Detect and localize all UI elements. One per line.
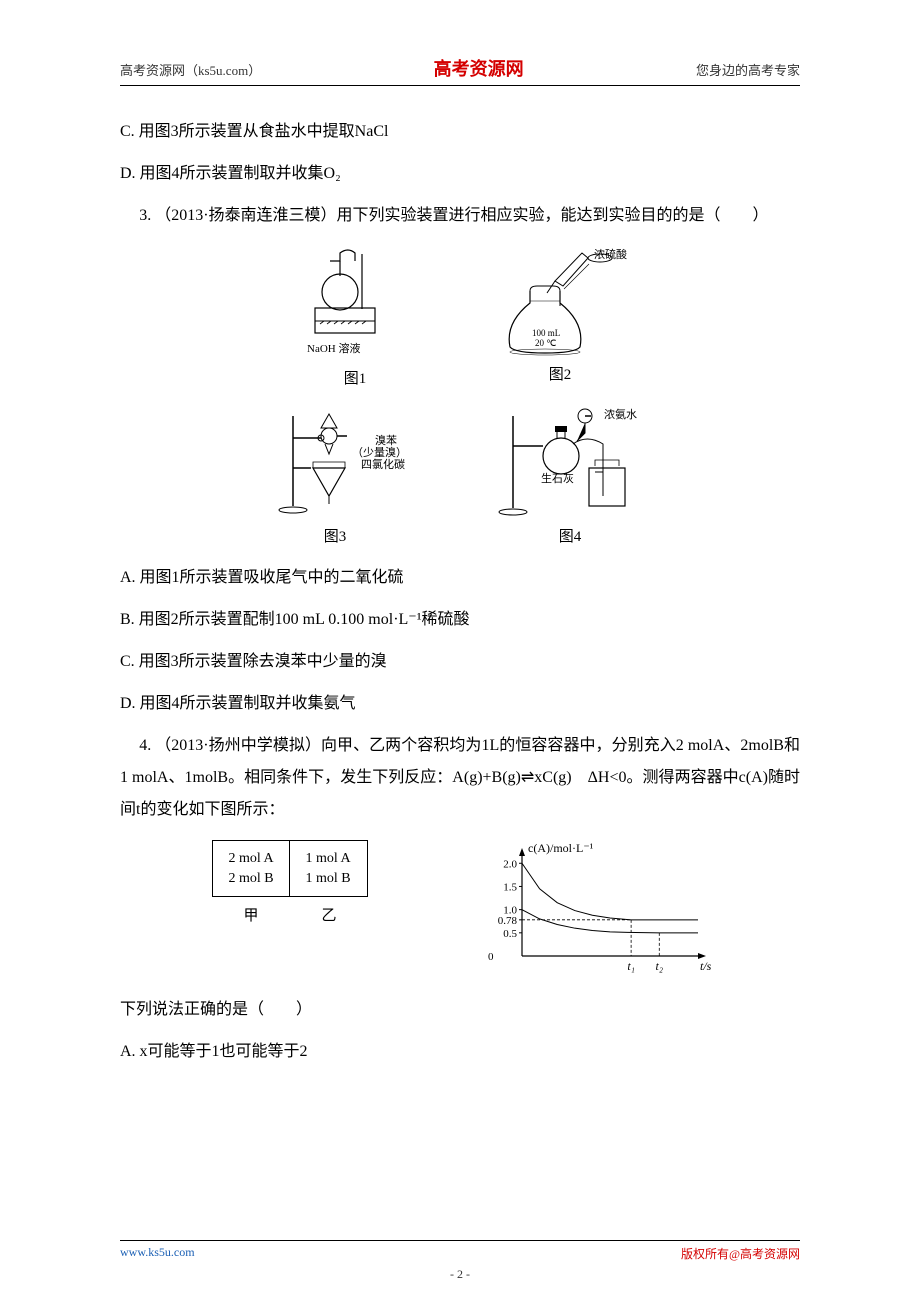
q3-fig4-annot-top: 浓氨水 bbox=[604, 404, 637, 426]
q3-fig4-annot-bottom: 生石灰 bbox=[541, 468, 574, 490]
q4-stem: 4. （2013·扬州中学模拟）向甲、乙两个容积均为1L的恒容容器中，分别充入2… bbox=[120, 730, 800, 826]
q4-yi-line1: 1 mol A bbox=[305, 849, 350, 869]
q4-option-a: A. x可能等于1也可能等于2 bbox=[120, 1036, 800, 1068]
q4-yi-line2: 1 mol B bbox=[305, 869, 350, 889]
q4-container-yi: 1 mol A 1 mol B bbox=[290, 841, 366, 896]
q3-stem: 3. （2013·扬泰南连淮三模）用下列实验装置进行相应实验，能达到实验目的的是… bbox=[120, 200, 800, 232]
q3-option-b: B. 用图2所示装置配制100 mL 0.100 mol·L⁻¹稀硫酸 bbox=[120, 604, 800, 636]
svg-text:2.0: 2.0 bbox=[503, 858, 517, 870]
q3-option-a: A. 用图1所示装置吸收尾气中的二氧化硫 bbox=[120, 562, 800, 594]
header-right-text: 您身边的高考专家 bbox=[696, 60, 800, 79]
footer-url: www.ks5u.com bbox=[120, 1245, 195, 1262]
q4-follow: 下列说法正确的是（ ） bbox=[120, 994, 800, 1026]
page-body: C. 用图3所示装置从食盐水中提取NaCl D. 用图4所示装置制取并收集O₂ … bbox=[120, 116, 800, 1068]
q3-option-c: C. 用图3所示装置除去溴苯中少量的溴 bbox=[120, 646, 800, 678]
q3-fig1: NaOH 溶液 图1 bbox=[295, 246, 415, 394]
q3-fig3-annot-bottom: 四氯化碳 bbox=[361, 454, 405, 476]
footer-copyright: 版权所有@高考资源网 bbox=[681, 1245, 800, 1262]
header-center-title: 高考资源网 bbox=[434, 55, 524, 81]
q3-fig1-svg bbox=[300, 246, 410, 346]
q3-fig2: 浓硫酸 100 mL 20 ℃ 图2 bbox=[495, 246, 625, 394]
q3-fig3: 溴苯 （少量溴） 四氯化碳 图3 bbox=[265, 408, 405, 552]
q3-fig1-caption: 图1 bbox=[295, 364, 415, 394]
svg-text:c(A)/mol·L⁻¹: c(A)/mol·L⁻¹ bbox=[528, 841, 594, 855]
q4-yi-label: 乙 bbox=[290, 901, 368, 931]
q3-option-d: D. 用图4所示装置制取并收集氨气 bbox=[120, 688, 800, 720]
q4-container-jia: 2 mol A 2 mol B bbox=[213, 841, 289, 896]
page-footer: www.ks5u.com 版权所有@高考资源网 bbox=[120, 1240, 800, 1262]
header-left-text: 高考资源网（ks5u.com） bbox=[120, 60, 261, 79]
q4-graph-svg: 0.50.781.01.52.00c(A)/mol·L⁻¹t/st₁t₂ bbox=[478, 840, 708, 980]
svg-text:t/s: t/s bbox=[700, 959, 712, 973]
page-header: 高考资源网（ks5u.com） 高考资源网 您身边的高考专家 bbox=[120, 55, 800, 86]
svg-text:0.5: 0.5 bbox=[503, 928, 517, 940]
page-number: - 2 - bbox=[0, 1267, 920, 1282]
q3-fig1-annot: NaOH 溶液 bbox=[307, 338, 360, 360]
q3-fig2-annot-flask2: 20 ℃ bbox=[535, 334, 556, 352]
svg-text:t₂: t₂ bbox=[656, 959, 664, 973]
svg-text:0: 0 bbox=[488, 951, 494, 963]
svg-text:1.0: 1.0 bbox=[503, 905, 517, 917]
q3-fig-row-2: 溴苯 （少量溴） 四氯化碳 图3 bbox=[120, 408, 800, 552]
q3-fig4-caption: 图4 bbox=[485, 522, 655, 552]
svg-text:t₁: t₁ bbox=[627, 959, 635, 973]
q4-graph: 0.50.781.01.52.00c(A)/mol·L⁻¹t/st₁t₂ bbox=[478, 840, 708, 980]
svg-text:1.5: 1.5 bbox=[503, 881, 517, 893]
q3-fig4: 浓氨水 生石灰 图4 bbox=[485, 408, 655, 552]
prev-option-d: D. 用图4所示装置制取并收集O₂ bbox=[120, 158, 800, 190]
q4-jia-line2: 2 mol B bbox=[228, 869, 273, 889]
q4-containers: 2 mol A 2 mol B 1 mol A 1 mol B 甲 乙 bbox=[212, 840, 368, 980]
q4-jia-label: 甲 bbox=[212, 901, 290, 931]
q4-figure-row: 2 mol A 2 mol B 1 mol A 1 mol B 甲 乙 0.5 0… bbox=[120, 840, 800, 980]
prev-option-c: C. 用图3所示装置从食盐水中提取NaCl bbox=[120, 116, 800, 148]
q3-fig3-caption: 图3 bbox=[265, 522, 405, 552]
q3-fig2-caption: 图2 bbox=[495, 360, 625, 390]
q3-fig2-annot-top: 浓硫酸 bbox=[594, 244, 627, 266]
q4-jia-line1: 2 mol A bbox=[228, 849, 273, 869]
q3-fig-row-1: NaOH 溶液 图1 浓硫酸 bbox=[120, 246, 800, 394]
